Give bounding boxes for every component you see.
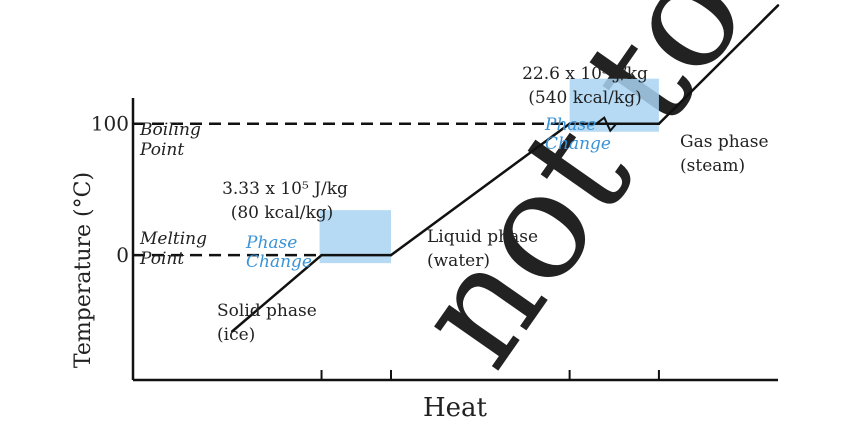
melting-point-label-2: Point [139,249,184,269]
heating-curve [230,4,780,333]
melting-latent-heat-line2: (80 kcal/kg) [231,203,334,223]
watermark: not to [382,0,780,396]
gas-phase-label-2: (steam) [680,156,745,176]
y-tick-label-100: 100 [91,112,129,136]
boiling-latent-heat-line2: (540 kcal/kg) [528,88,641,108]
solid-phase-label-1: Solid phase [217,301,317,321]
y-axis-label: Temperature (°C) [71,172,96,368]
curve-segment-1 [230,253,323,333]
liquid-phase-label-1: Liquid phase [427,227,538,247]
x-axis-label: Heat [423,393,488,423]
plateau-kink [595,116,618,133]
phase-change-2-line1: Phase [544,115,596,135]
x-ticks [320,370,660,380]
boiling-latent-heat-line1: 22.6 x 10⁵ J/kg [522,64,648,84]
melting-latent-heat-line1: 3.33 x 10⁵ J/kg [222,179,348,199]
curve-segment-5 [657,4,780,125]
curve-segment-3 [389,122,571,257]
phase-change-1-line2: Change [246,252,312,272]
reference-lines [133,122,570,257]
gas-phase-label-1: Gas phase [680,132,769,152]
liquid-phase-label-2: (water) [427,251,490,271]
boiling-point-label-2: Point [139,140,184,160]
phase-change-2-line2: Change [545,134,611,154]
phase-change-1-line1: Phase [245,233,297,253]
boiling-point-label-1: Boiling [139,120,201,140]
y-tick-label-0: 0 [116,243,129,267]
melting-point-label-1: Melting [139,229,207,249]
solid-phase-label-2: (ice) [217,325,255,345]
